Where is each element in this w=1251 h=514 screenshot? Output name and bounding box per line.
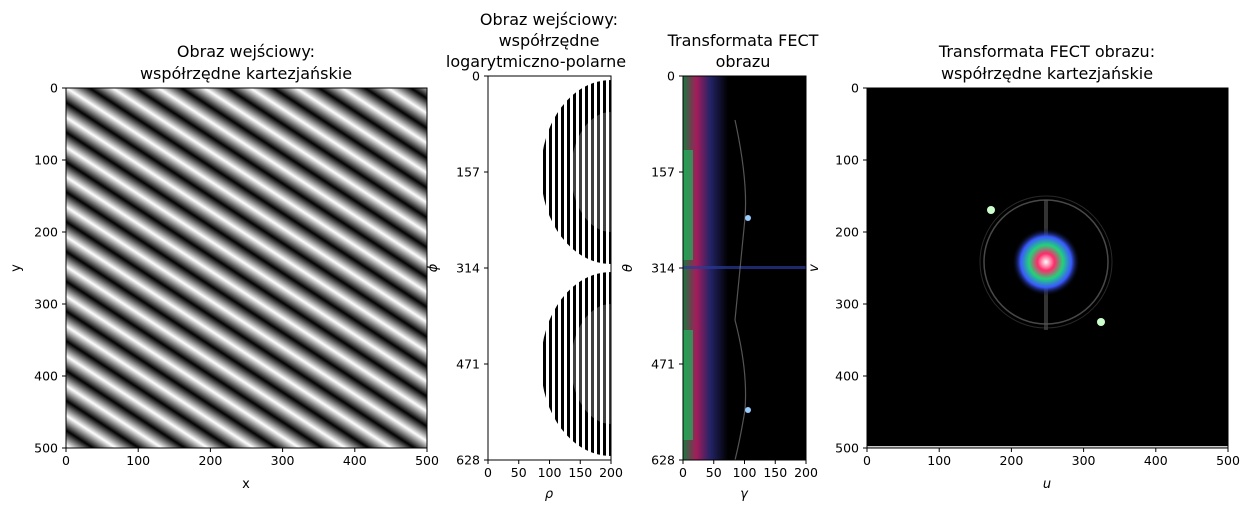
y-tick-label: 157	[456, 165, 480, 180]
panel2-xlabel: ρ	[545, 487, 554, 502]
x-tick-label: 0	[62, 453, 70, 468]
panel1-xlabel: x	[242, 477, 250, 492]
x-tick-label: 150	[568, 465, 592, 480]
panel1-image	[66, 88, 427, 448]
x-tick-label: 100	[927, 453, 951, 468]
panel4-title-line2: współrzędne kartezjańskie	[941, 64, 1153, 83]
panel2-y-ticks: 0 157 314 471 628	[456, 69, 488, 468]
y-tick-label: 471	[456, 357, 480, 372]
panel-fect-transform: Transformata FECT obrazu 0 50 100 150 200 0 1…	[621, 31, 819, 502]
x-tick-label: 200	[794, 465, 818, 480]
x-tick-label: 200	[198, 453, 222, 468]
x-tick-label: 300	[271, 453, 295, 468]
panel-logpolar-input: Obraz wejściowy: współrzędne logarytmicz…	[426, 10, 626, 502]
x-tick-label: 200	[599, 465, 623, 480]
y-tick-label: 157	[651, 165, 675, 180]
y-tick-label: 300	[835, 297, 859, 312]
x-tick-label: 0	[679, 465, 687, 480]
y-tick-label: 500	[34, 441, 58, 456]
panel4-image	[867, 88, 1228, 448]
panel4-xlabel: u	[1043, 477, 1051, 492]
y-tick-label: 471	[651, 357, 675, 372]
panel1-title-line1: Obraz wejściowy:	[177, 42, 315, 61]
y-tick-label: 400	[835, 369, 859, 384]
panel2-x-ticks: 0 50 100 150 200	[484, 460, 623, 480]
x-tick-label: 50	[511, 465, 527, 480]
panel-fect-cartesian: Transformata FECT obrazu: współrzędne ka…	[807, 42, 1240, 492]
x-tick-label: 150	[763, 465, 787, 480]
panel-cartesian-input: Obraz wejściowy: współrzędne kartezjańsk…	[9, 42, 439, 492]
y-tick-label: 400	[34, 369, 58, 384]
panel2-title-line2: współrzędne	[499, 31, 600, 50]
x-tick-label: 500	[415, 453, 439, 468]
panel2-title-line3: logarytmiczno-polarne	[446, 52, 626, 71]
panel3-xlabel: γ	[740, 487, 749, 502]
x-tick-label: 500	[1216, 453, 1240, 468]
panel2-image	[488, 76, 611, 460]
panel4-ylabel: v	[807, 264, 822, 272]
y-tick-label: 628	[456, 453, 480, 468]
y-tick-label: 100	[835, 153, 859, 168]
panel3-title-line2: obrazu	[716, 52, 771, 71]
y-tick-label: 628	[651, 453, 675, 468]
y-tick-label: 500	[835, 441, 859, 456]
panel2-title-line1: Obraz wejściowy:	[480, 10, 618, 29]
x-tick-label: 0	[484, 465, 492, 480]
x-tick-label: 50	[706, 465, 722, 480]
panel3-y-ticks: 0 157 314 471 628	[651, 69, 683, 468]
x-tick-label: 0	[863, 453, 871, 468]
panel3-x-ticks: 0 50 100 150 200	[679, 460, 818, 480]
panel3-ylabel: θ	[621, 264, 636, 272]
x-tick-label: 300	[1072, 453, 1096, 468]
panel1-x-ticks: 0 100 200 300 400 500	[62, 448, 439, 468]
x-tick-label: 100	[538, 465, 562, 480]
y-tick-label: 0	[851, 81, 859, 96]
y-tick-label: 0	[50, 81, 58, 96]
panel1-ylabel: y	[9, 264, 24, 272]
panel1-y-ticks: 0 100 200 300 400 500	[34, 81, 66, 456]
panel3-title-line1: Transformata FECT	[667, 31, 819, 50]
x-tick-label: 100	[126, 453, 150, 468]
panel3-image	[683, 76, 806, 460]
y-tick-label: 0	[472, 69, 480, 84]
y-tick-label: 300	[34, 297, 58, 312]
panel1-title-line2: współrzędne kartezjańskie	[140, 64, 352, 83]
panel2-ylabel: ϕ	[426, 263, 441, 272]
x-tick-label: 400	[1144, 453, 1168, 468]
panel4-title-line1: Transformata FECT obrazu:	[938, 42, 1155, 61]
x-tick-label: 200	[999, 453, 1023, 468]
y-tick-label: 314	[651, 261, 675, 276]
y-tick-label: 100	[34, 153, 58, 168]
panel4-x-ticks: 0 100 200 300 400 500	[863, 448, 1240, 468]
x-tick-label: 100	[733, 465, 757, 480]
y-tick-label: 200	[34, 225, 58, 240]
y-tick-label: 314	[456, 261, 480, 276]
x-tick-label: 400	[343, 453, 367, 468]
panel4-y-ticks: 0 100 200 300 400 500	[835, 81, 867, 456]
y-tick-label: 0	[667, 69, 675, 84]
y-tick-label: 200	[835, 225, 859, 240]
